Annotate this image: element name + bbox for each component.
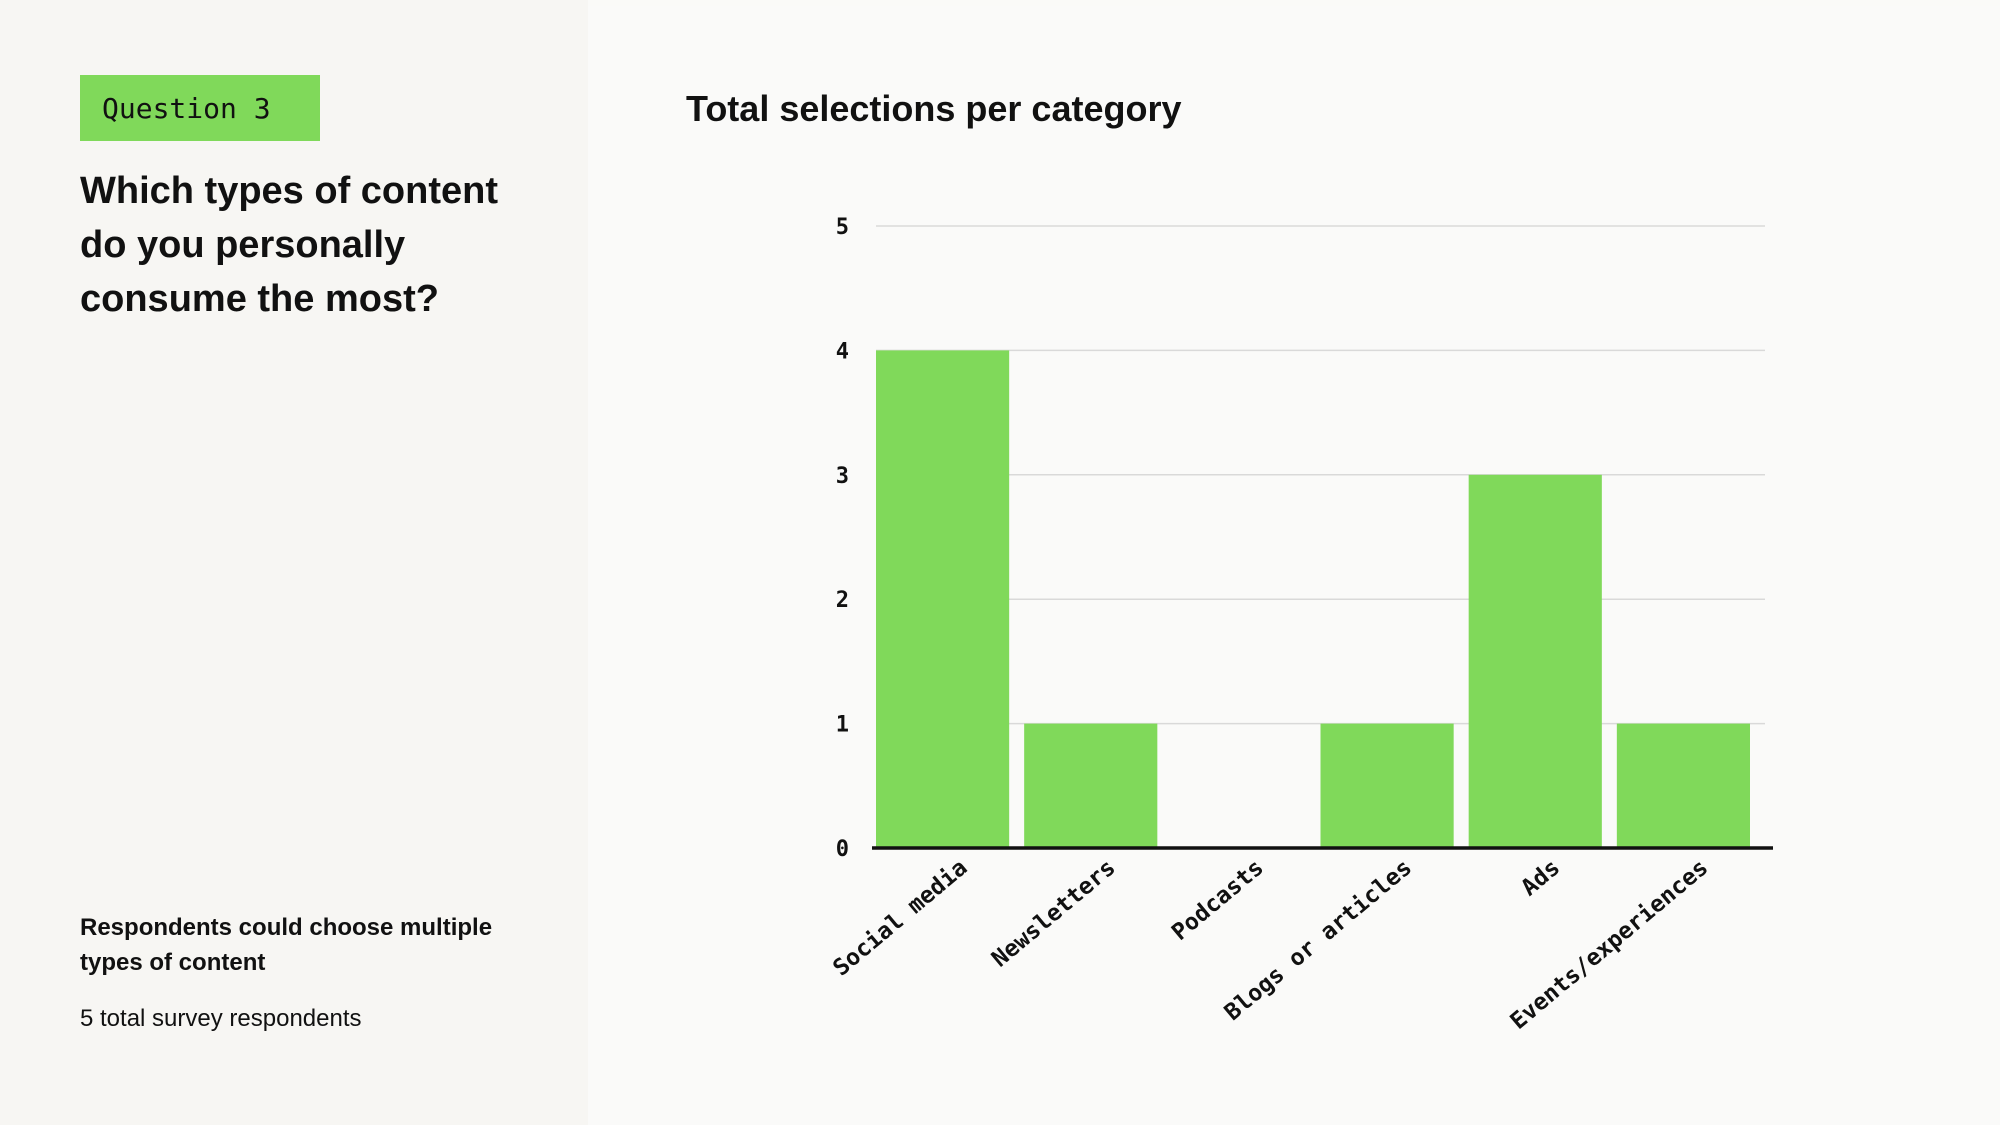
- x-tick-label: Newsletters: [987, 855, 1120, 973]
- x-tick-label: Podcasts: [1167, 855, 1269, 946]
- y-tick-label: 5: [836, 215, 849, 240]
- question-number-tag: Question 3: [80, 75, 320, 141]
- x-tick-label: Social media: [828, 855, 972, 982]
- left-panel: [0, 0, 588, 1125]
- bar-blogs-or-articles: [1320, 723, 1454, 848]
- bar-newsletters: [1024, 723, 1158, 848]
- y-tick-label: 1: [836, 713, 849, 738]
- y-tick-label: 2: [836, 588, 849, 613]
- chart-title: Total selections per category: [686, 88, 1182, 129]
- respondents-note: Respondents could choose multiple types …: [80, 914, 493, 976]
- chart-panel: [588, 6, 2000, 1125]
- y-tick-label: 0: [836, 837, 849, 862]
- bar-social-media: [876, 350, 1010, 848]
- bar-events-experiences: [1616, 723, 1750, 848]
- bar-ads: [1468, 474, 1602, 848]
- question-title: Which types of content do you personally…: [80, 170, 498, 320]
- respondents-count: 5 total survey respondents: [80, 1005, 362, 1032]
- x-tick-label: Ads: [1517, 855, 1566, 902]
- y-tick-label: 3: [836, 464, 849, 489]
- y-tick-label: 4: [836, 339, 849, 364]
